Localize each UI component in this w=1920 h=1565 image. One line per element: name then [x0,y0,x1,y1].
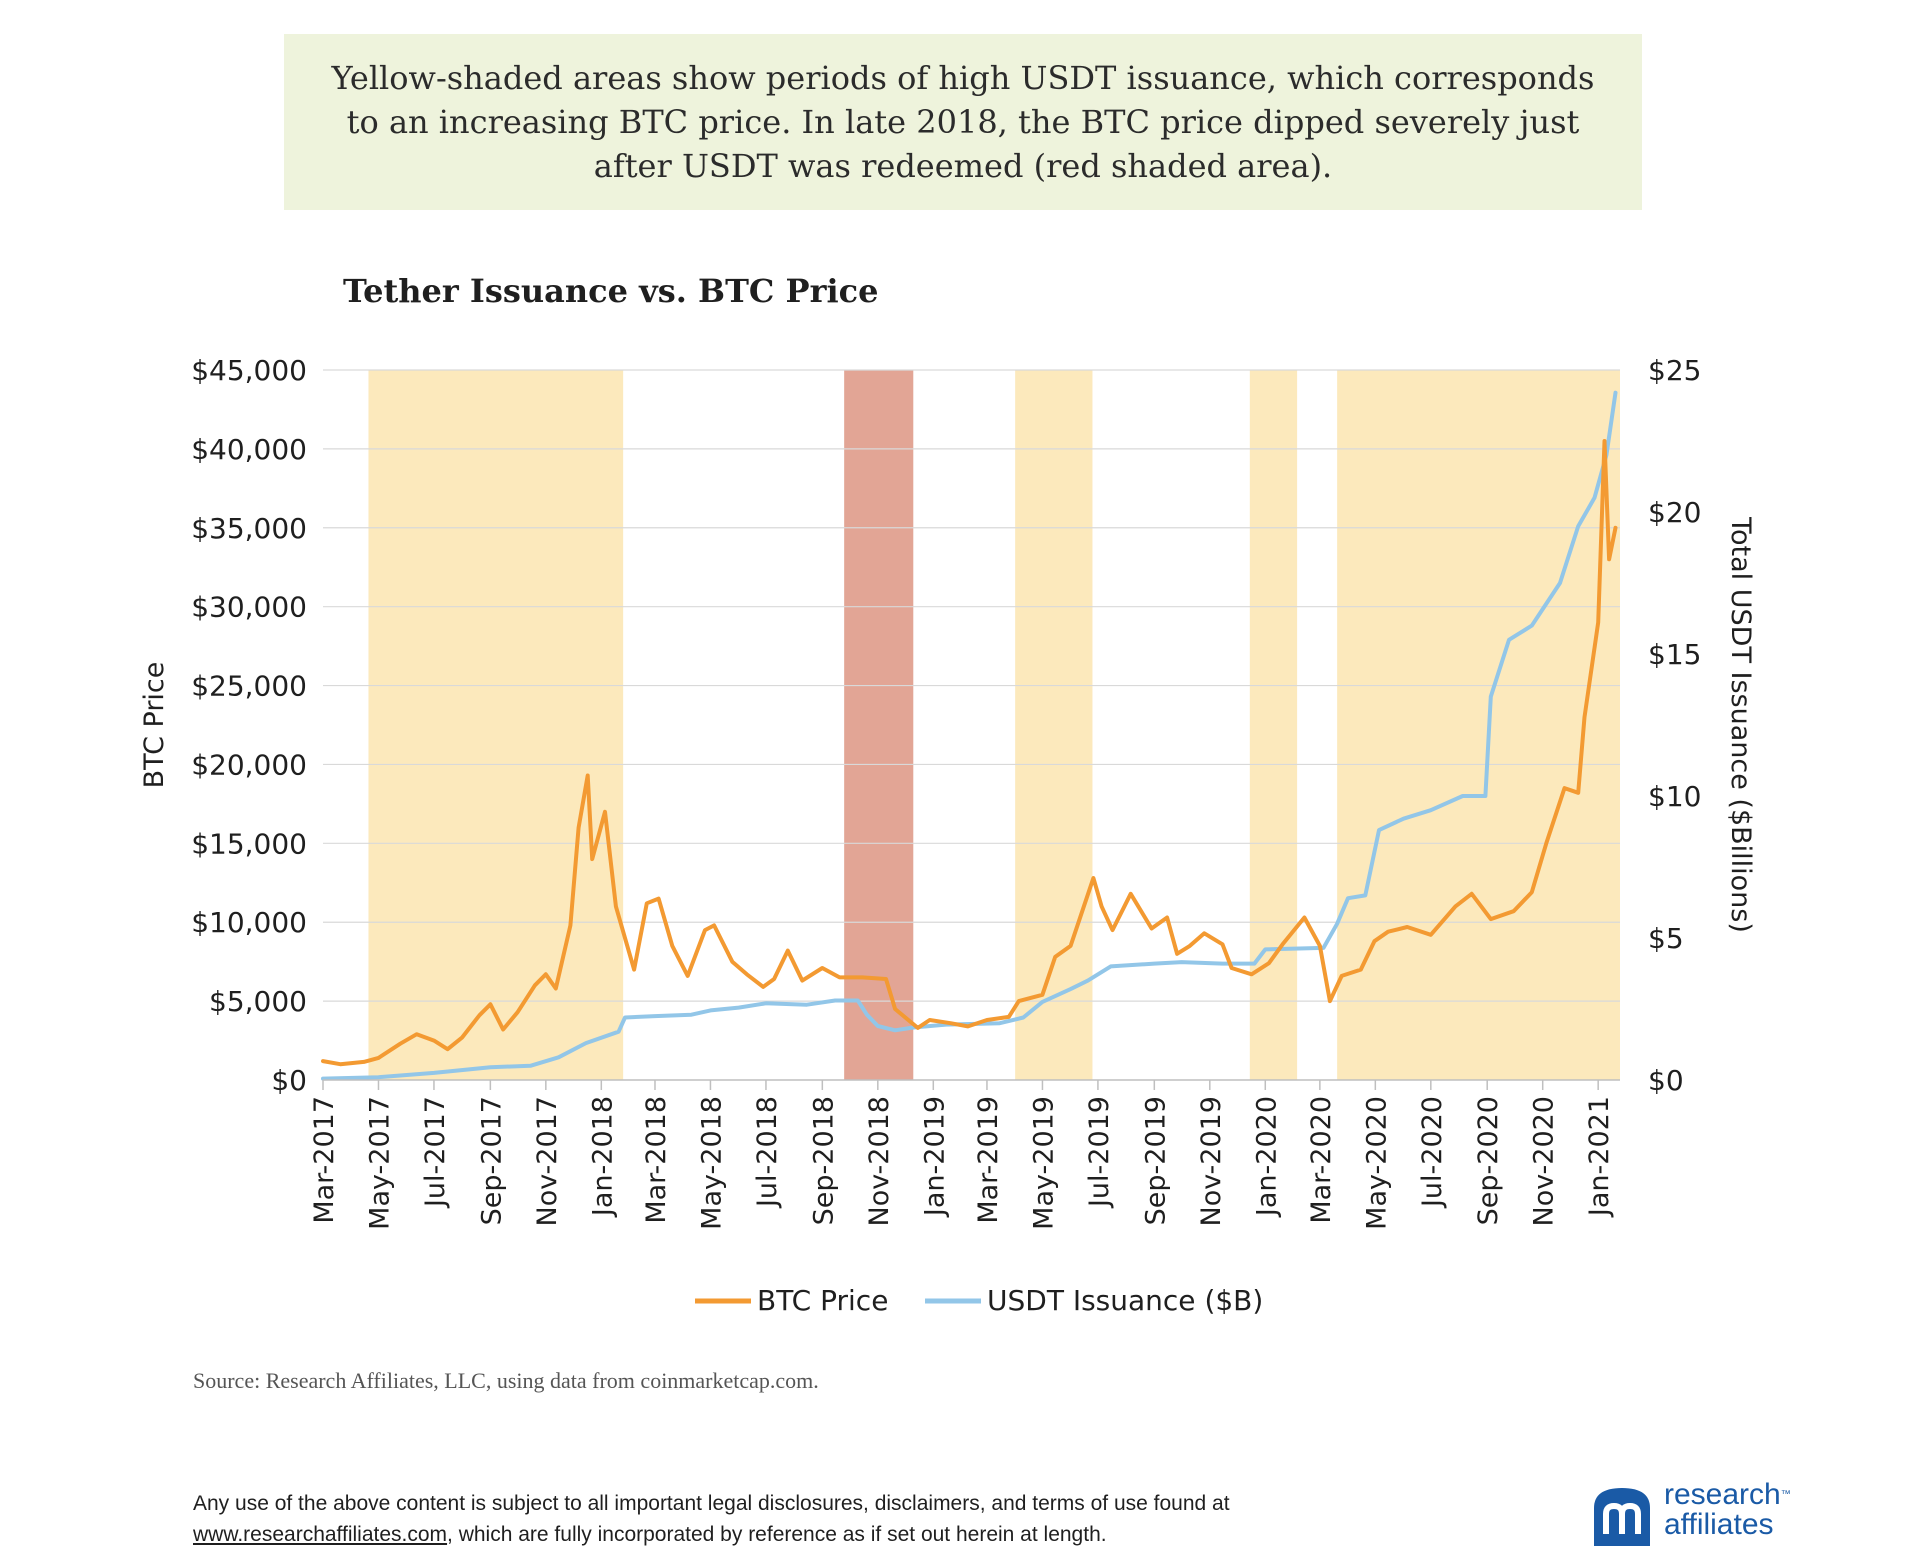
x-tick-label: Mar-2019 [973,1096,1004,1224]
x-tick-label: May-2018 [696,1096,727,1230]
disclaimer-link[interactable]: www.researchaffiliates.com [193,1523,448,1546]
chart: $0 $5,000 $10,000 $15,000 $20,000 $25,000 $30,… [139,354,1756,1317]
x-tick-label: Mar-2020 [1306,1096,1337,1224]
x-tick-label: Jul-2018 [752,1096,783,1209]
y-left-tick-label: $35,000 [191,512,307,545]
y-right-tick-label: $20 [1648,496,1701,529]
x-tick-label: Jan-2018 [587,1096,618,1218]
y-right-tick-label: $25 [1648,354,1701,387]
disclaimer-line-1: Any use of the above content is subject … [193,1492,1230,1515]
y-left-axis-title: BTC Price [139,662,170,789]
x-tick-label: Jan-2020 [1251,1096,1282,1218]
yellow-shaded-region [1337,370,1620,1080]
y-right-tick-label: $5 [1648,922,1684,955]
x-tick-label: Nov-2019 [1196,1096,1227,1226]
usdt-issuance-line [321,390,1618,1081]
disclaimer-line-2: , which are fully incorporated by refere… [447,1523,1107,1546]
y-left-tick-label: $30,000 [191,591,307,624]
y-left-tick-label: $20,000 [191,748,307,781]
logo-word-affiliates: affiliates [1664,1508,1774,1541]
yellow-shaded-region [1249,370,1298,1080]
x-tick-label: Sep-2020 [1473,1096,1504,1225]
x-tick-label: Sep-2017 [476,1096,507,1225]
research-affiliates-logo: research™ affiliates [1590,1478,1791,1550]
y-left-tick-label: $5,000 [209,985,307,1018]
legend-label-btc: BTC Price [757,1284,888,1317]
y-right-tick-label: $0 [1648,1064,1684,1097]
callout-text: Yellow-shaded areas show periods of high… [331,59,1595,185]
x-tick-label: Jul-2017 [420,1096,451,1209]
chart-title: Tether Issuance vs. BTC Price [343,272,879,310]
x-tick-label: Mar-2017 [309,1096,340,1224]
x-tick-label: Nov-2020 [1529,1096,1560,1226]
y-left-tick-label: $15,000 [191,827,307,860]
x-tick-label: Mar-2018 [641,1096,672,1224]
x-tick-label: May-2020 [1361,1096,1392,1230]
x-tick-label: Nov-2017 [532,1096,563,1226]
y-left-tick-label: $40,000 [191,433,307,466]
btc-price-line [321,439,1618,1067]
red-shaded-region [844,370,914,1080]
x-tick-label: Jan-2021 [1584,1096,1615,1218]
legend-label-usdt: USDT Issuance ($B) [987,1284,1263,1317]
callout-box: Yellow-shaded areas show periods of high… [284,34,1642,210]
logo-mark-icon [1594,1488,1650,1546]
source-note: Source: Research Affiliates, LLC, using … [193,1368,819,1393]
y-left-tick-label: $45,000 [191,354,307,387]
y-right-tick-label: $10 [1648,780,1701,813]
x-tick-label: Jul-2019 [1084,1096,1115,1209]
x-tick-label: May-2017 [364,1096,395,1230]
x-tick-label: Sep-2018 [808,1096,839,1225]
logo-trademark: ™ [1780,1489,1791,1500]
y-left-tick-label: $10,000 [191,906,307,939]
yellow-shaded-region [368,370,624,1080]
logo-word-research: research [1664,1478,1781,1511]
y-right-tick-label: $15 [1648,638,1701,671]
y-left-tick-label: $0 [271,1064,307,1097]
x-tick-label: Nov-2018 [864,1096,895,1226]
yellow-shaded-region [1015,370,1093,1080]
x-tick-label: Sep-2019 [1140,1096,1171,1225]
x-tick-label: May-2019 [1028,1096,1059,1230]
x-tick-label: Jan-2019 [919,1096,950,1218]
y-right-axis-title: Total USDT Issuance ($Billions) [1725,516,1756,933]
disclaimer: Any use of the above content is subject … [193,1488,1393,1550]
y-left-tick-label: $25,000 [191,670,307,703]
x-tick-label: Jul-2020 [1417,1096,1448,1209]
